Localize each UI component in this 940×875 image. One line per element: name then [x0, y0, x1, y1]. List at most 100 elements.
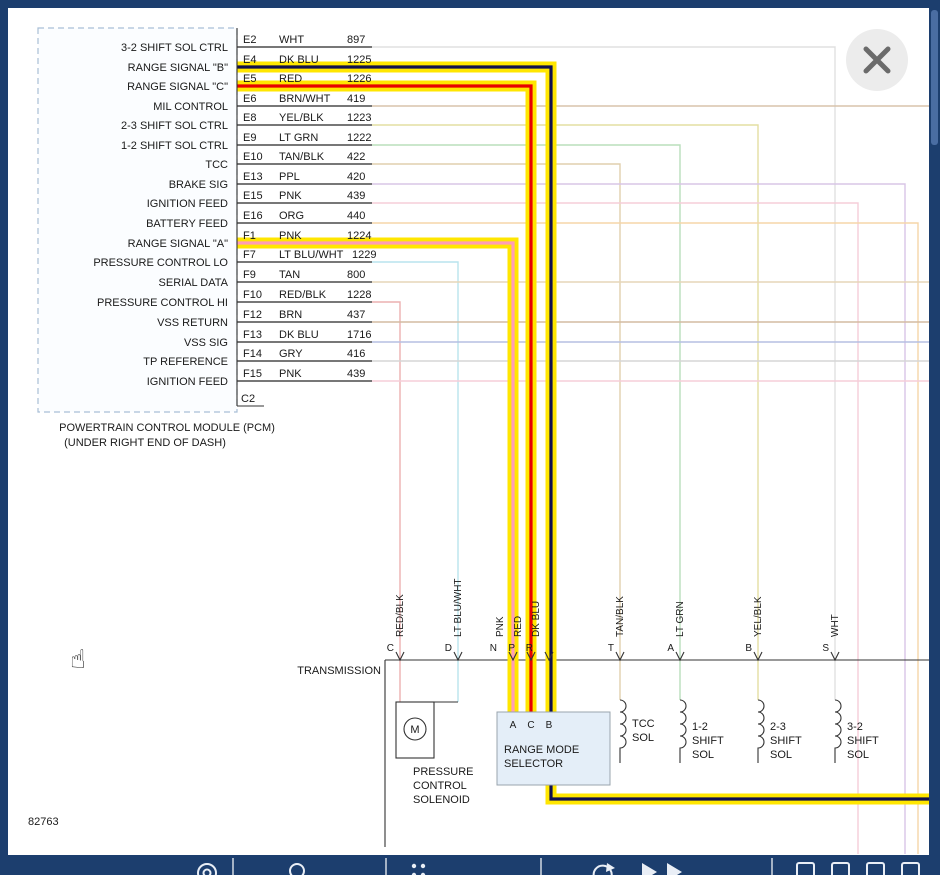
wire-color-code: DK BLU — [279, 329, 319, 341]
wire-color-code: RED — [279, 73, 302, 85]
pin-function-label: TP REFERENCE — [143, 356, 228, 368]
trans-pin-letter: B — [745, 643, 752, 654]
wire-e9-ltgrn[interactable] — [372, 144, 681, 700]
wire-color-code: BRN — [279, 309, 302, 321]
tcc-sol-label: SOL — [632, 732, 654, 744]
1-2-shift-solenoid-coil[interactable] — [679, 699, 687, 763]
pcm-connector-edge — [236, 28, 264, 407]
gear-icon[interactable] — [197, 863, 217, 875]
trans-pin-letter: S — [822, 643, 829, 654]
transmission-boundary — [384, 659, 929, 847]
pin-id: F13 — [243, 329, 262, 341]
wire-color-code: LT GRN — [279, 132, 318, 144]
3-2-shift-solenoid-coil[interactable] — [834, 699, 842, 763]
wire-color-code: PNK — [279, 190, 302, 202]
pin-function-label: BRAKE SIG — [169, 179, 228, 191]
pin-function-label: TCC — [205, 159, 228, 171]
2-3-sol-label: 2-3 — [770, 721, 786, 733]
selector-pin-letter: A — [510, 720, 517, 731]
circuit-number: 1228 — [347, 289, 371, 301]
circuit-number: 1222 — [347, 132, 371, 144]
connector-id: C2 — [241, 393, 255, 405]
circuit-number: 439 — [347, 368, 365, 380]
wire-e5-red[interactable] — [237, 84, 533, 724]
play-icon[interactable] — [667, 863, 682, 875]
circuit-number: 416 — [347, 348, 365, 360]
pin-id: E9 — [243, 132, 256, 144]
selector-pin-letter: B — [546, 720, 553, 731]
2-3-sol-label: SOL — [770, 749, 792, 761]
pressure-solenoid-label: PRESSURE — [413, 766, 474, 778]
2-3-sol-label: SHIFT — [770, 735, 802, 747]
pin-function-label: VSS RETURN — [157, 317, 228, 329]
scrollbar-thumb[interactable] — [931, 10, 938, 145]
trans-pin-letter: N — [490, 643, 497, 654]
wire-color-code: TAN — [279, 269, 300, 281]
pin-function-label: RANGE SIGNAL "A" — [128, 238, 228, 250]
3-2-sol-label: SHIFT — [847, 735, 879, 747]
pcm-connector-box — [37, 27, 238, 413]
wire-e8-yelblk[interactable] — [372, 124, 759, 700]
pin-id: E13 — [243, 171, 263, 183]
pin-id: F12 — [243, 309, 262, 321]
circuit-number: 439 — [347, 190, 365, 202]
wire-e2-wht[interactable] — [372, 46, 836, 700]
wire-f1-pnk[interactable] — [237, 241, 515, 724]
pin-function-label: SERIAL DATA — [159, 277, 229, 289]
pages-icon[interactable] — [796, 862, 920, 875]
pin-id: E8 — [243, 112, 256, 124]
selector-label-line1: RANGE MODE — [504, 744, 579, 756]
wire-color-code: GRY — [279, 348, 303, 360]
circuit-number: 1224 — [347, 230, 371, 242]
refresh-icon[interactable] — [592, 863, 615, 875]
trans-pin-letter: A — [667, 643, 674, 654]
circuit-number: 437 — [347, 309, 365, 321]
motor-symbol-letter: M — [410, 724, 419, 736]
close-button[interactable] — [846, 29, 908, 91]
trans-wire-name: WHT — [830, 614, 841, 637]
trans-wire-name: LT BLU/WHT — [453, 578, 464, 637]
toolbar-divider — [232, 858, 773, 875]
circuit-number: 419 — [347, 93, 365, 105]
wire-color-code: PPL — [279, 171, 300, 183]
pin-function-label: 2-3 SHIFT SOL CTRL — [121, 120, 228, 132]
range-mode-selector-box[interactable] — [496, 711, 611, 786]
bottom-toolbar — [197, 858, 920, 875]
wire-color-code: WHT — [279, 34, 304, 46]
transmission-pin-arrows — [395, 651, 840, 662]
circuit-number: 897 — [347, 34, 365, 46]
pressure-solenoid-label: CONTROL — [413, 780, 467, 792]
trans-pin-letter: D — [445, 643, 452, 654]
play-icon[interactable] — [642, 863, 657, 875]
pin-function-label: RANGE SIGNAL "C" — [127, 81, 228, 93]
grid-icon[interactable] — [411, 863, 426, 875]
pin-function-label: 3-2 SHIFT SOL CTRL — [121, 42, 228, 54]
pin-function-label: IGNITION FEED — [147, 376, 228, 388]
circuit-number: 1229 — [352, 249, 376, 261]
circuit-number: 420 — [347, 171, 365, 183]
pin-function-label: 1-2 SHIFT SOL CTRL — [121, 140, 228, 152]
wire-f10-redblk[interactable] — [372, 301, 401, 702]
transmission-label: TRANSMISSION — [297, 665, 381, 677]
circuit-number: 1225 — [347, 54, 371, 66]
pin-id: E10 — [243, 151, 263, 163]
hand-cursor: ☝ — [70, 645, 86, 675]
2-3-shift-solenoid-coil[interactable] — [757, 699, 765, 763]
wire-color-code: ORG — [279, 210, 304, 222]
pin-id: E4 — [243, 54, 256, 66]
motor-symbol — [403, 717, 427, 741]
circuit-number: 1716 — [347, 329, 371, 341]
trans-wire-name: TAN/BLK — [615, 596, 626, 637]
pin-function-label: PRESSURE CONTROL LO — [93, 257, 228, 269]
pin-id: E6 — [243, 93, 256, 105]
tcc-solenoid-coil[interactable] — [619, 699, 627, 763]
search-icon[interactable] — [289, 863, 309, 875]
trans-pin-letter: C — [387, 643, 394, 654]
pin-id: F10 — [243, 289, 262, 301]
wire-e10-tanblk[interactable] — [372, 163, 621, 700]
wire-f7-ltbluwht[interactable] — [372, 261, 459, 702]
wire-color-code: LT BLU/WHT — [279, 249, 344, 261]
wire-e4-dkblu[interactable] — [237, 65, 929, 801]
1-2-sol-label: SOL — [692, 749, 714, 761]
wire-color-code: PNK — [279, 368, 302, 380]
